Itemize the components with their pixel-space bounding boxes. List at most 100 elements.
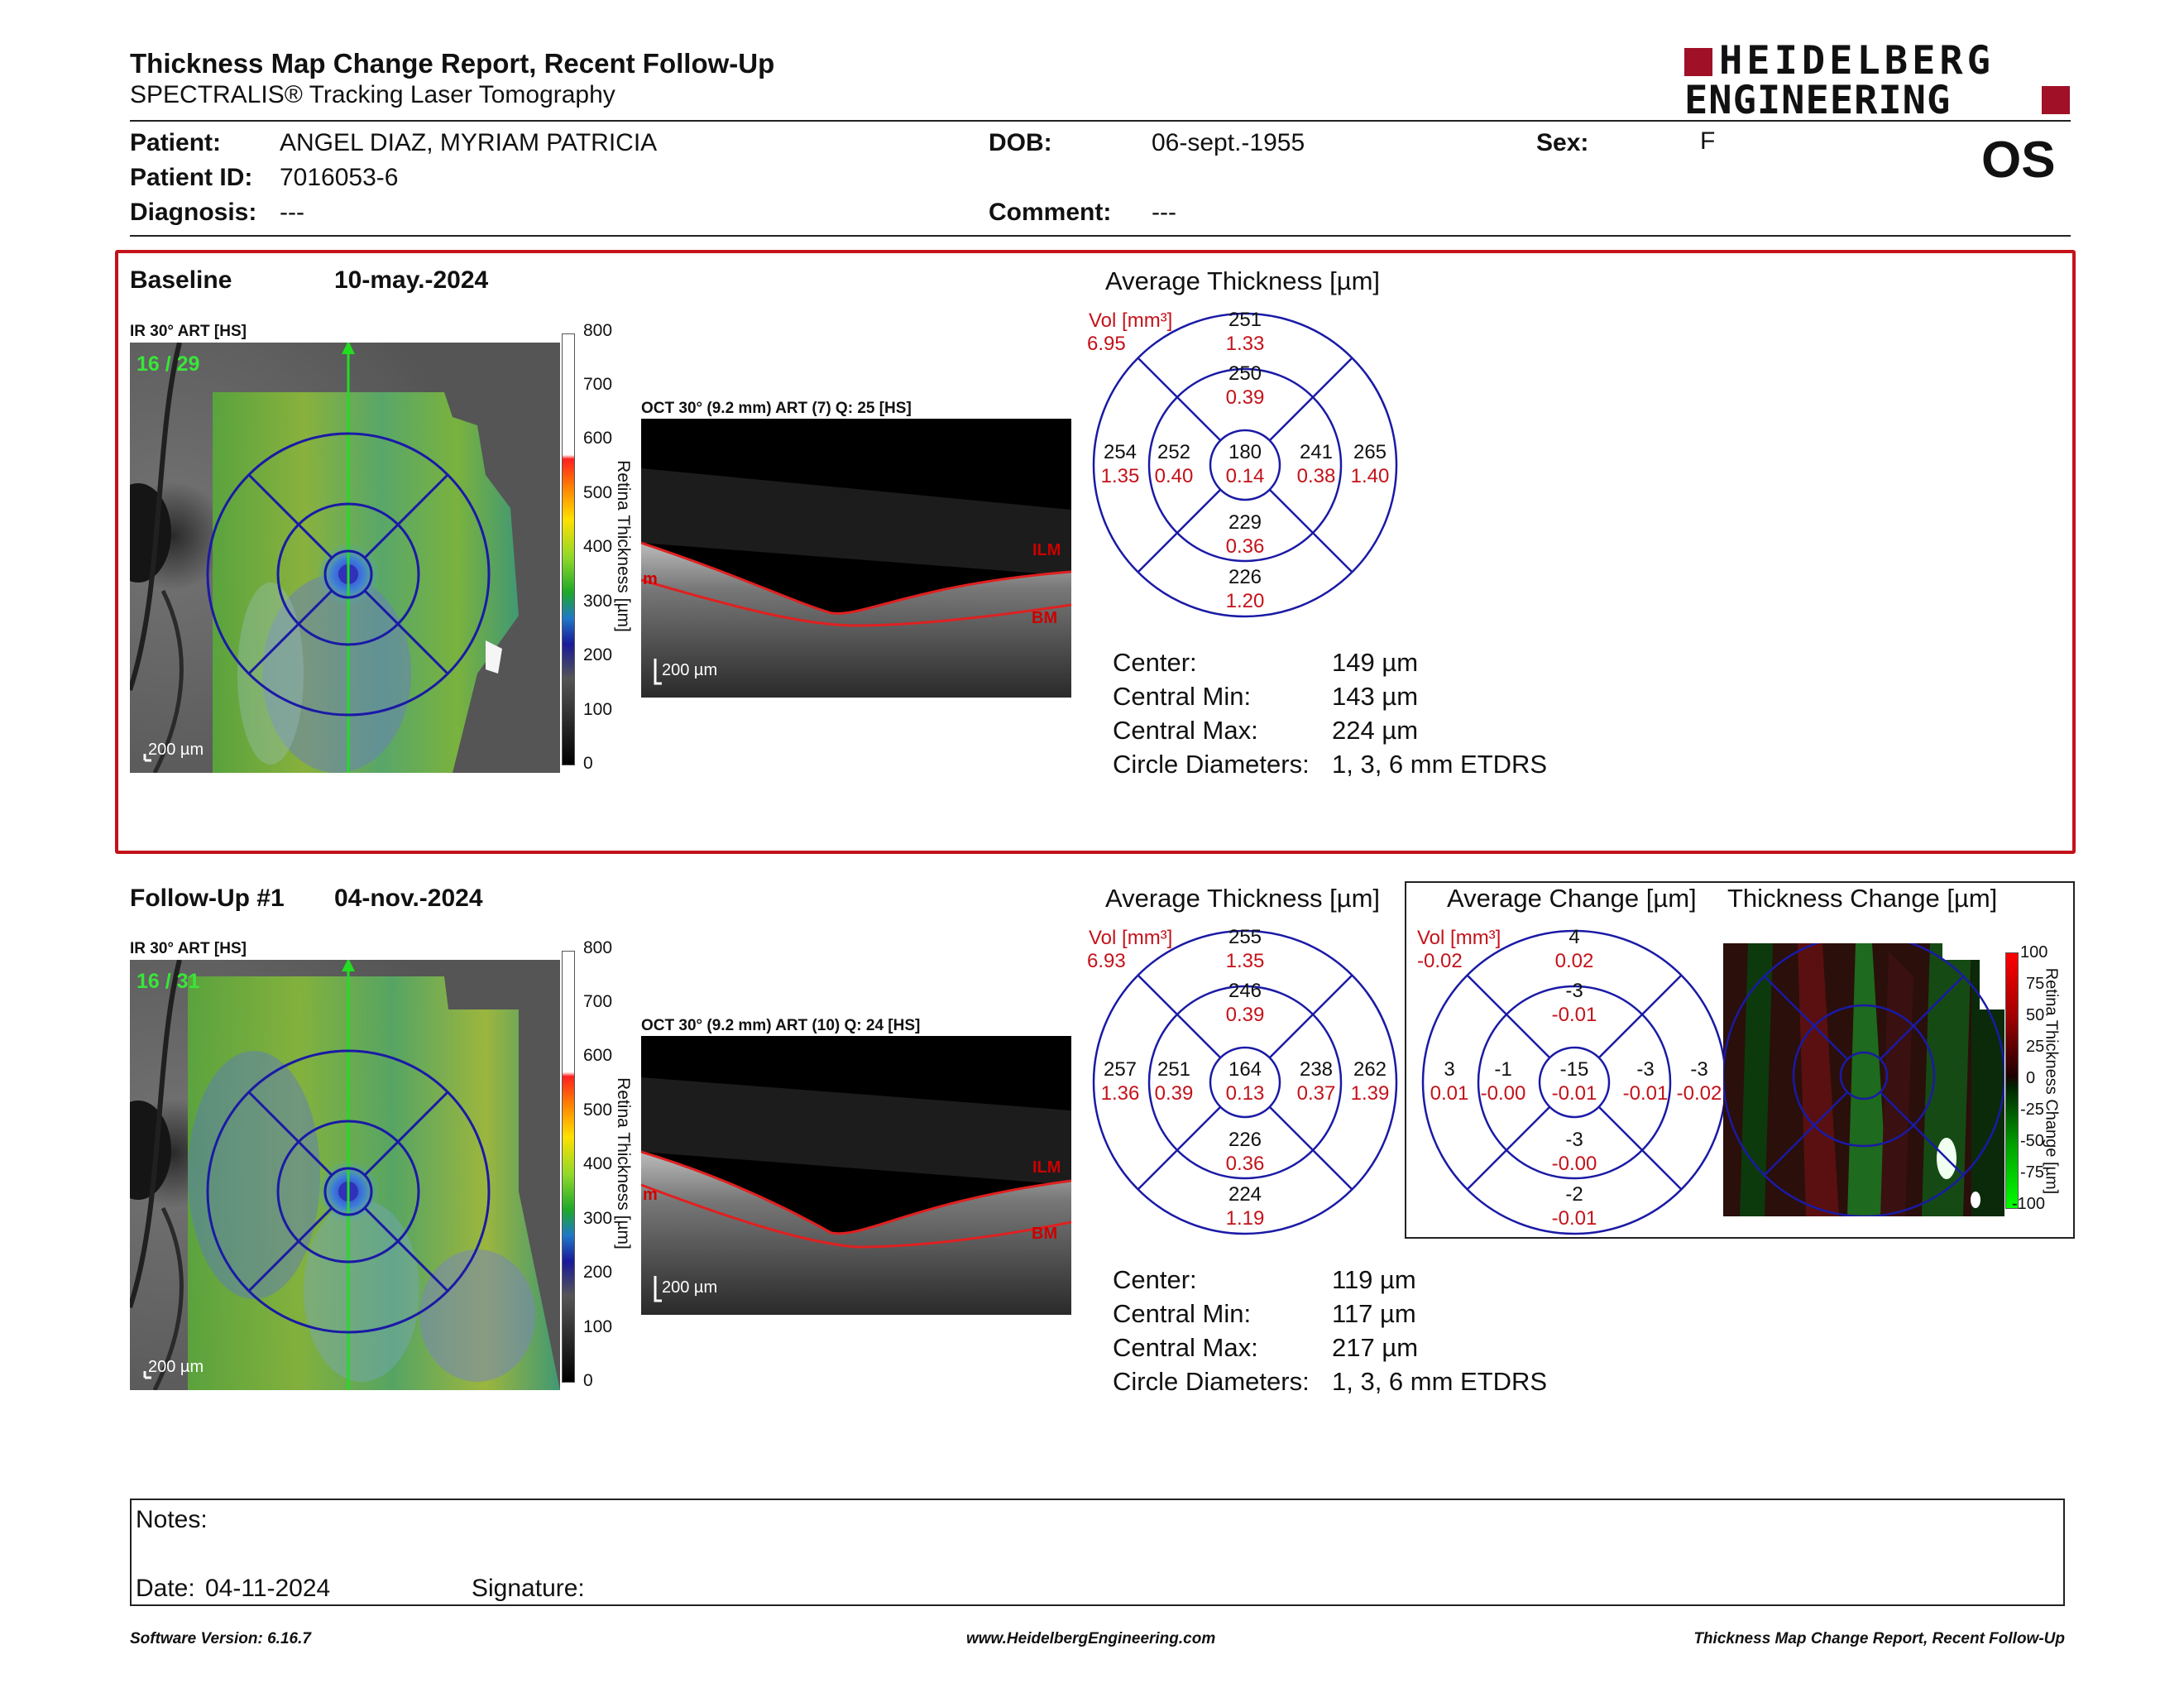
baseline-layer-m-label: m [643,570,658,588]
baseline-colorbar-tick: 600 [583,429,613,448]
followup-sector-outer-nasal: 262 1.39 [1333,1057,1407,1105]
followup-colorbar [562,951,575,1383]
patient-name-label: Patient: [130,129,222,156]
followup-sector-center: 164 0.13 [1208,1057,1282,1105]
baseline-sector-center: 180 0.14 [1208,440,1282,488]
sector-volume: -0.01 [1551,1082,1597,1105]
followup-sector-inner-inf: 226 0.36 [1208,1128,1282,1176]
footer-url[interactable]: www.HeidelbergEngineering.com [966,1630,1216,1647]
followup-sector-outer-sup: 255 1.35 [1208,925,1282,973]
baseline-stat-label: Circle Diameters: [1113,750,1310,779]
baseline-sector-outer-inf: 226 1.20 [1208,565,1282,613]
baseline-label: Baseline [130,266,232,294]
followup-label: Follow-Up #1 [130,885,285,912]
baseline-colorbar-tick: 400 [583,537,613,556]
followup-colorbar-title: Retina Thickness [µm] [614,1077,633,1249]
followup-frame-count: 16 / 31 [136,970,200,993]
sector-volume: 1.19 [1225,1207,1265,1230]
sector-volume: 1.35 [1225,950,1265,972]
baseline-bm-label: BM [1032,609,1057,627]
notes-box[interactable] [130,1499,2065,1606]
sector-volume: -0.00 [1480,1082,1526,1105]
followup-etdrs-grid [1092,929,1398,1235]
change-colorbar-tick: -50 [2020,1132,2044,1150]
sector-volume: 1.33 [1225,333,1265,355]
sector-thickness: 251 [1228,309,1262,331]
followup-stat-value: 117 µm [1332,1299,1416,1328]
baseline-vol-label: Vol [mm³] [1089,309,1173,332]
change-colorbar-tick: -75 [2020,1163,2044,1182]
notes-label: Notes: [136,1506,208,1533]
change-sector-inner-temp: -1 -0.00 [1466,1057,1540,1105]
sector-thickness: 164 [1228,1058,1262,1081]
followup-bm-label: BM [1032,1225,1057,1243]
baseline-sector-inner-temp: 252 0.40 [1137,440,1211,488]
sector-thickness: -3 [1690,1058,1708,1081]
sector-volume: -0.01 [1622,1082,1669,1105]
comment-value: --- [1152,199,1176,226]
patient-id-label: Patient ID: [130,164,253,191]
patient-id: 7016053-6 [280,164,399,191]
followup-stat-label: Center: [1113,1265,1197,1294]
baseline-avg-thickness-title: Average Thickness [µm] [1105,266,1381,295]
baseline-stat-label: Central Min: [1113,682,1252,711]
followup-sector-outer-inf: 224 1.19 [1208,1182,1282,1230]
sector-volume: 0.36 [1225,1153,1265,1175]
sector-volume: 0.40 [1154,465,1194,487]
logo-line2: ENGINEERING [1684,78,1952,123]
sector-thickness: 226 [1228,1129,1262,1151]
sector-volume: 0.37 [1296,1082,1336,1105]
thickness-change-map [1723,943,2004,1216]
sector-thickness: -3 [1565,1129,1583,1151]
baseline-etdrs-grid [1092,312,1398,618]
followup-vol-total: 6.93 [1087,950,1126,972]
baseline-colorbar-tick: 200 [583,645,613,664]
followup-colorbar-tick: 600 [583,1046,613,1065]
baseline-vol-total: 6.95 [1087,333,1126,355]
baseline-sector-outer-temp: 254 1.35 [1083,440,1157,488]
baseline-thickness-map: 16 / 29 200 µm [130,343,560,773]
baseline-stat-label: Center: [1113,648,1197,677]
baseline-oct-scan: ILM BM m 200 µm [641,419,1071,698]
followup-stat-label: Central Max: [1113,1333,1258,1362]
baseline-colorbar [562,333,575,765]
change-colorbar-tick: 50 [2026,1006,2045,1024]
change-colorbar-title: Retina Thickness Change [µm] [2042,967,2061,1195]
sector-thickness: 265 [1353,441,1387,463]
sector-volume: 0.36 [1225,535,1265,558]
sector-thickness: 238 [1299,1058,1334,1081]
eye-label: OS [1981,132,2056,189]
baseline-stat-label: Central Max: [1113,716,1258,745]
change-sector-inner-nasal: -3 -0.01 [1608,1057,1683,1105]
signature-label: Signature: [472,1575,585,1602]
sector-volume: 1.20 [1225,590,1265,612]
sector-thickness: 4 [1569,926,1580,948]
change-sector-outer-temp: 3 0.01 [1412,1057,1487,1105]
sector-thickness: 257 [1103,1058,1138,1081]
baseline-stat-value: 1, 3, 6 mm ETDRS [1332,750,1548,779]
followup-sector-inner-temp: 251 0.39 [1137,1057,1211,1105]
followup-avg-thickness-title: Average Thickness [µm] [1105,884,1381,913]
sector-volume: 0.02 [1554,950,1594,972]
baseline-colorbar-tick: 800 [583,321,613,340]
header-divider [130,120,2071,122]
baseline-stat-value: 143 µm [1332,682,1419,711]
change-colorbar-tick: 100 [2020,943,2048,961]
baseline-sector-outer-sup: 251 1.33 [1208,308,1282,356]
sector-thickness: 250 [1228,362,1262,385]
followup-map-scale: 200 µm [148,1358,204,1376]
change-colorbar-tick: 75 [2026,975,2045,993]
followup-stat-label: Circle Diameters: [1113,1367,1310,1396]
sector-thickness: 241 [1299,441,1334,463]
notes-date: 04-11-2024 [205,1575,331,1602]
change-colorbar-tick: -100 [2012,1195,2046,1213]
sector-volume: 0.13 [1225,1082,1265,1105]
followup-oct-scan: ILM BM m 200 µm [641,1036,1071,1315]
baseline-colorbar-tick: 700 [583,375,613,394]
change-sector-outer-inf: -2 -0.01 [1537,1182,1612,1230]
followup-colorbar-tick: 800 [583,938,613,957]
sector-volume: -0.01 [1551,1207,1597,1230]
followup-thickness-map: 16 / 31 200 µm [130,960,560,1390]
followup-stat-label: Central Min: [1113,1299,1252,1328]
followup-colorbar-tick: 700 [583,992,613,1011]
